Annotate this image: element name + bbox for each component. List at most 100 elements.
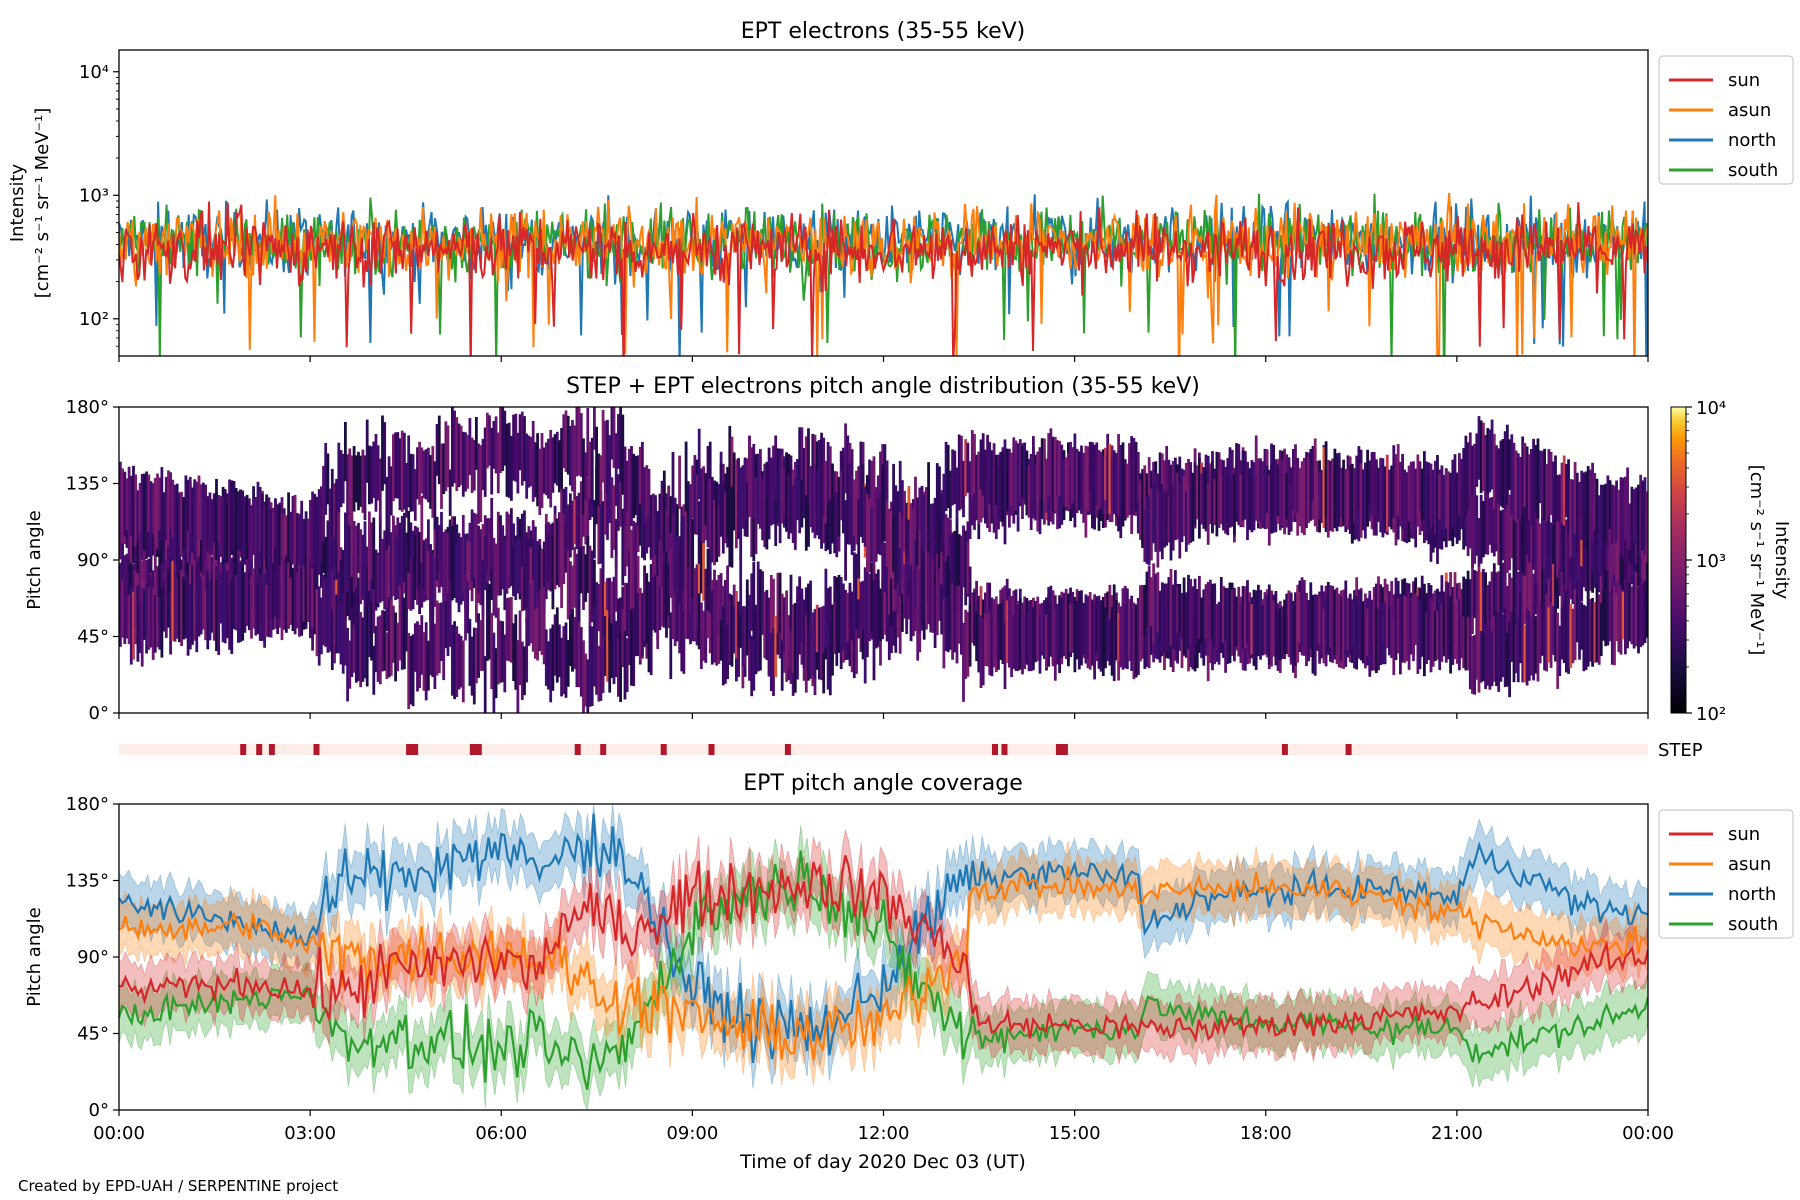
heatmap-cell bbox=[1532, 516, 1535, 570]
heatmap-cell bbox=[1468, 475, 1472, 549]
heatmap-cell bbox=[400, 430, 404, 512]
heatmap-cell bbox=[684, 441, 688, 514]
y-tick-label: 45° bbox=[77, 1024, 109, 1045]
heatmap-cell bbox=[1551, 605, 1555, 655]
heatmap-cell bbox=[1549, 555, 1553, 615]
heatmap-cell bbox=[909, 564, 913, 642]
heatmap-cell bbox=[245, 501, 249, 560]
heatmap-cell bbox=[520, 411, 524, 486]
heatmap-cell bbox=[1425, 613, 1428, 664]
heatmap-cell bbox=[1523, 624, 1527, 683]
heatmap-cell bbox=[999, 603, 1003, 660]
heatmap-cell bbox=[783, 468, 786, 516]
step-bar-background bbox=[119, 744, 1648, 755]
heatmap-cell bbox=[527, 539, 531, 603]
heatmap-cell bbox=[1385, 594, 1389, 649]
heatmap-cell bbox=[564, 410, 568, 472]
heatmap-cell bbox=[534, 442, 537, 498]
panel1-title: EPT electrons (35-55 keV) bbox=[741, 19, 1026, 44]
heatmap-cell bbox=[206, 496, 210, 551]
heatmap-cell bbox=[1123, 461, 1127, 521]
heatmap-cell bbox=[586, 408, 590, 478]
heatmap-cell bbox=[256, 481, 260, 561]
heatmap-cell bbox=[1313, 438, 1317, 509]
heatmap-cell bbox=[289, 578, 293, 625]
heatmap-cell bbox=[1340, 596, 1343, 661]
heatmap-cell bbox=[1490, 419, 1494, 490]
heatmap-cell bbox=[1228, 582, 1232, 664]
heatmap-cell bbox=[138, 561, 142, 624]
heatmap-cell bbox=[1040, 438, 1044, 501]
heatmap-cell bbox=[1558, 474, 1562, 522]
heatmap-cell bbox=[859, 470, 863, 537]
heatmap-cell bbox=[1230, 450, 1234, 527]
heatmap-cell bbox=[833, 496, 837, 554]
heatmap-cell bbox=[518, 414, 522, 471]
heatmap-cell bbox=[1414, 468, 1418, 532]
heatmap-cell bbox=[885, 558, 889, 629]
heatmap-cell bbox=[1414, 593, 1418, 645]
heatmap-cell bbox=[1366, 608, 1369, 657]
heatmap-cell bbox=[1492, 615, 1496, 682]
heatmap-cell bbox=[169, 547, 172, 625]
heatmap-cell bbox=[1554, 543, 1557, 621]
heatmap-cell bbox=[1534, 506, 1538, 584]
heatmap-cell bbox=[1573, 528, 1577, 589]
heatmap-cell bbox=[1466, 483, 1470, 556]
heatmap-cell bbox=[658, 540, 662, 587]
heatmap-cell bbox=[387, 597, 391, 678]
heatmap-cell bbox=[1510, 577, 1514, 631]
heatmap-cell bbox=[1575, 472, 1579, 553]
y-tick-label: 10³ bbox=[79, 185, 109, 206]
heatmap-cell bbox=[876, 569, 880, 647]
heatmap-cell bbox=[951, 449, 954, 506]
panel4-plot-area bbox=[119, 804, 1648, 1110]
heatmap-cell bbox=[1586, 515, 1590, 594]
heatmap-cell bbox=[477, 525, 480, 595]
heatmap-cell bbox=[617, 598, 620, 677]
y-tick-label: 0° bbox=[89, 1100, 109, 1121]
heatmap-cell bbox=[898, 460, 902, 535]
heatmap-cell bbox=[627, 448, 631, 516]
heatmap-cell bbox=[1106, 433, 1110, 514]
heatmap-cell bbox=[1556, 510, 1560, 579]
heatmap-cell bbox=[1130, 436, 1134, 514]
heatmap-cell bbox=[695, 565, 699, 629]
heatmap-cell bbox=[392, 434, 395, 502]
heatmap-cell bbox=[1241, 586, 1245, 649]
heatmap-cell bbox=[778, 448, 782, 523]
heatmap-cell bbox=[1211, 583, 1214, 639]
heatmap-cell bbox=[405, 462, 408, 518]
colorbar-tick-label: 10³ bbox=[1696, 551, 1726, 572]
heatmap-cell bbox=[765, 461, 769, 529]
heatmap-cell bbox=[898, 548, 902, 597]
heatmap-cell bbox=[1383, 602, 1387, 665]
heatmap-cell bbox=[1370, 452, 1374, 516]
heatmap-cell bbox=[378, 553, 382, 603]
heatmap-cell bbox=[1160, 484, 1164, 560]
heatmap-cell bbox=[957, 585, 961, 644]
heatmap-cell bbox=[1593, 473, 1597, 531]
heatmap-cell bbox=[579, 547, 583, 594]
heatmap-cell bbox=[1150, 577, 1153, 626]
heatmap-cell bbox=[1230, 589, 1234, 656]
heatmap-cell bbox=[1141, 472, 1144, 548]
heatmap-cell bbox=[1521, 550, 1525, 626]
heatmap-cell bbox=[215, 478, 218, 561]
heatmap-cell bbox=[394, 432, 397, 499]
heatmap-cell bbox=[582, 546, 585, 610]
heatmap-cell bbox=[1051, 436, 1055, 512]
heatmap-cell bbox=[573, 425, 577, 500]
heatmap-cell bbox=[1492, 563, 1496, 634]
heatmap-cell bbox=[752, 641, 756, 691]
heatmap-cell bbox=[955, 467, 959, 524]
heatmap-cell bbox=[243, 496, 247, 565]
heatmap-cell bbox=[1423, 451, 1426, 520]
heatmap-cell bbox=[1265, 466, 1269, 513]
heatmap-cell bbox=[861, 464, 865, 543]
heatmap-cell bbox=[883, 464, 887, 542]
heatmap-cell bbox=[158, 596, 162, 650]
heatmap-cell bbox=[451, 624, 454, 696]
heatmap-cell bbox=[197, 556, 201, 637]
heatmap-cell bbox=[396, 432, 400, 499]
